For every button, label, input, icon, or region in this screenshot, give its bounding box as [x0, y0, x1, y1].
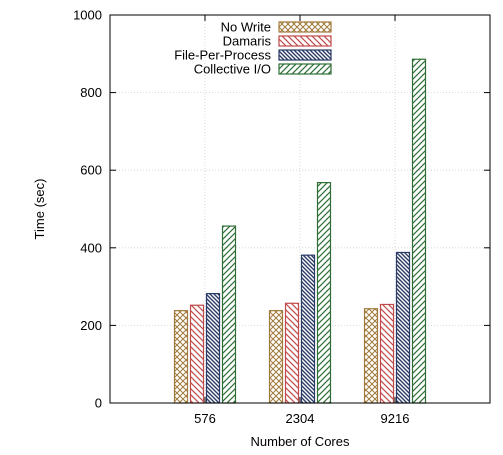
y-tick-label: 400 — [80, 240, 102, 255]
bar — [395, 251, 411, 404]
x-tick-label: 576 — [194, 411, 216, 426]
legend-swatch — [278, 63, 332, 75]
y-tick-label: 800 — [80, 85, 102, 100]
legend: No WriteDamarisFile-Per-ProcessCollectiv… — [174, 20, 332, 77]
y-tick-label: 200 — [80, 318, 102, 333]
bars — [173, 58, 427, 404]
bar — [205, 292, 221, 404]
axis-ticks: 0 200 400 600 800 1000 576 2304 9216 — [73, 8, 490, 426]
x-tick-label: 2304 — [286, 411, 315, 426]
bar — [268, 310, 284, 404]
x-tick-label: 9216 — [381, 411, 410, 426]
bar — [316, 182, 332, 404]
y-axis-label: Time (sec) — [32, 179, 47, 240]
legend-entry-label: Collective I/O — [194, 62, 271, 77]
bar — [189, 304, 205, 404]
bar — [363, 308, 379, 404]
x-axis-label: Number of Cores — [251, 434, 350, 449]
legend-swatch — [278, 49, 332, 61]
legend-entry-label: Damaris — [223, 34, 272, 49]
legend-entry-label: File-Per-Process — [174, 48, 271, 63]
bar — [300, 254, 316, 404]
legend-swatch — [278, 21, 332, 33]
y-tick-label: 1000 — [73, 8, 102, 23]
bar — [379, 303, 395, 404]
legend-swatch — [278, 35, 332, 47]
bar — [221, 225, 237, 404]
bar — [284, 302, 300, 404]
bar — [411, 58, 427, 404]
y-tick-label: 0 — [95, 396, 102, 411]
y-tick-label: 600 — [80, 163, 102, 178]
grid — [110, 15, 490, 403]
bar — [173, 310, 189, 404]
legend-entry-label: No Write — [221, 20, 271, 35]
